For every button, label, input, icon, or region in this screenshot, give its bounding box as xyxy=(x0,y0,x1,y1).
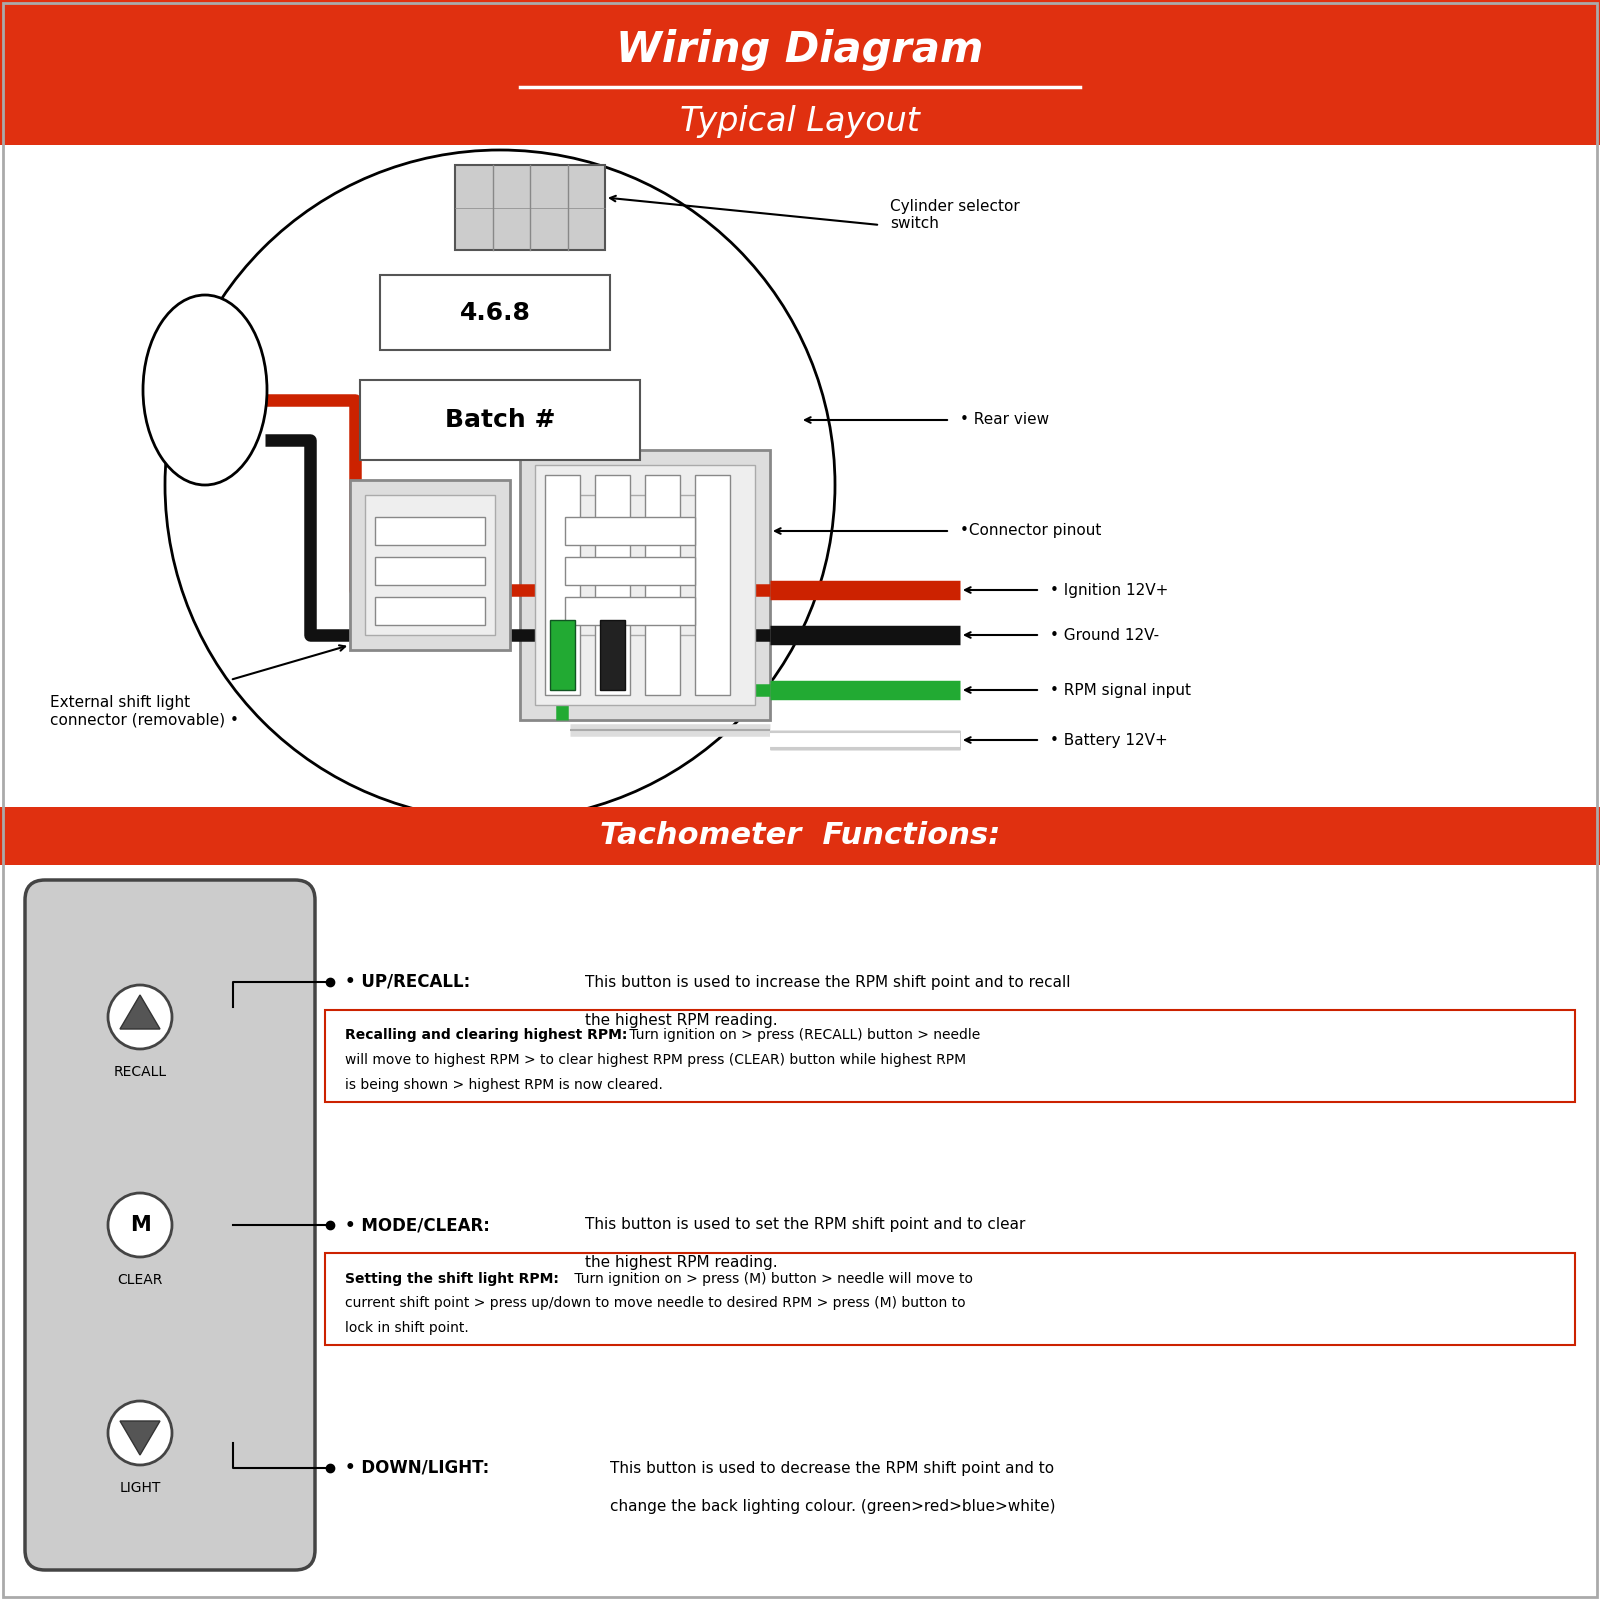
Bar xyxy=(0,806,1600,866)
Text: Recalling and clearing highest RPM:: Recalling and clearing highest RPM: xyxy=(346,1029,627,1043)
Circle shape xyxy=(109,1194,173,1258)
Bar xyxy=(0,0,1600,146)
Bar xyxy=(454,165,605,250)
Text: RECALL: RECALL xyxy=(114,1066,166,1078)
FancyBboxPatch shape xyxy=(325,1253,1574,1346)
Text: • Ignition 12V+: • Ignition 12V+ xyxy=(1050,582,1168,597)
FancyBboxPatch shape xyxy=(325,1010,1574,1102)
Bar xyxy=(694,475,730,694)
Bar xyxy=(541,480,720,650)
Text: • Ground 12V-: • Ground 12V- xyxy=(1050,627,1158,643)
Bar xyxy=(565,597,694,626)
Text: This button is used to decrease the RPM shift point and to: This button is used to decrease the RPM … xyxy=(610,1461,1054,1475)
Bar xyxy=(350,480,510,650)
Text: • RPM signal input: • RPM signal input xyxy=(1050,683,1190,698)
Text: •Connector pinout: •Connector pinout xyxy=(960,523,1101,539)
Text: the highest RPM reading.: the highest RPM reading. xyxy=(586,1256,778,1270)
Text: Wiring Diagram: Wiring Diagram xyxy=(616,29,984,70)
Text: 4.6.8: 4.6.8 xyxy=(459,301,531,325)
Text: CLEAR: CLEAR xyxy=(117,1274,163,1286)
Bar xyxy=(565,517,694,546)
Bar xyxy=(520,450,770,720)
Bar xyxy=(645,475,680,694)
Text: will move to highest RPM > to clear highest RPM press (CLEAR) button while highe: will move to highest RPM > to clear high… xyxy=(346,1053,966,1067)
Bar xyxy=(374,517,485,546)
Bar xyxy=(546,475,579,694)
Bar xyxy=(595,475,630,694)
Text: External shift light
connector (removable) •: External shift light connector (removabl… xyxy=(50,694,238,728)
Text: • UP/RECALL:: • UP/RECALL: xyxy=(346,973,470,990)
Bar xyxy=(360,379,640,461)
Bar xyxy=(381,275,610,350)
Text: Typical Layout: Typical Layout xyxy=(680,106,920,139)
Bar xyxy=(374,557,485,586)
Text: This button is used to set the RPM shift point and to clear: This button is used to set the RPM shift… xyxy=(586,1218,1026,1232)
Polygon shape xyxy=(120,1421,160,1454)
Text: • MODE/CLEAR:: • MODE/CLEAR: xyxy=(346,1216,490,1234)
Text: lock in shift point.: lock in shift point. xyxy=(346,1320,469,1334)
Text: LIGHT: LIGHT xyxy=(120,1482,160,1494)
Bar xyxy=(374,597,485,626)
Text: the highest RPM reading.: the highest RPM reading. xyxy=(586,1013,778,1027)
Text: This button is used to increase the RPM shift point and to recall: This button is used to increase the RPM … xyxy=(586,974,1070,989)
Text: change the back lighting colour. (green>red>blue>white): change the back lighting colour. (green>… xyxy=(610,1499,1056,1514)
Text: Setting the shift light RPM:: Setting the shift light RPM: xyxy=(346,1272,558,1285)
Text: is being shown > highest RPM is now cleared.: is being shown > highest RPM is now clea… xyxy=(346,1078,662,1091)
Text: Batch #: Batch # xyxy=(445,408,555,432)
Bar xyxy=(365,494,494,635)
Bar xyxy=(555,494,706,635)
Text: Tachometer  Functions:: Tachometer Functions: xyxy=(600,821,1000,851)
Circle shape xyxy=(109,986,173,1050)
Bar xyxy=(565,557,694,586)
FancyBboxPatch shape xyxy=(26,880,315,1570)
Text: • Rear view: • Rear view xyxy=(960,413,1050,427)
Bar xyxy=(550,619,574,690)
Text: • DOWN/LIGHT:: • DOWN/LIGHT: xyxy=(346,1459,490,1477)
Text: • Battery 12V+: • Battery 12V+ xyxy=(1050,733,1168,747)
Polygon shape xyxy=(120,995,160,1029)
Text: Turn ignition on > press (M) button > needle will move to: Turn ignition on > press (M) button > ne… xyxy=(570,1272,973,1285)
Ellipse shape xyxy=(142,294,267,485)
Text: Cylinder selector
switch: Cylinder selector switch xyxy=(890,198,1019,230)
Circle shape xyxy=(109,1402,173,1466)
Bar xyxy=(600,619,626,690)
Bar xyxy=(534,466,755,706)
Text: Turn ignition on > press (RECALL) button > needle: Turn ignition on > press (RECALL) button… xyxy=(626,1029,981,1043)
Text: current shift point > press up/down to move needle to desired RPM > press (M) bu: current shift point > press up/down to m… xyxy=(346,1296,966,1310)
Text: M: M xyxy=(130,1214,150,1235)
